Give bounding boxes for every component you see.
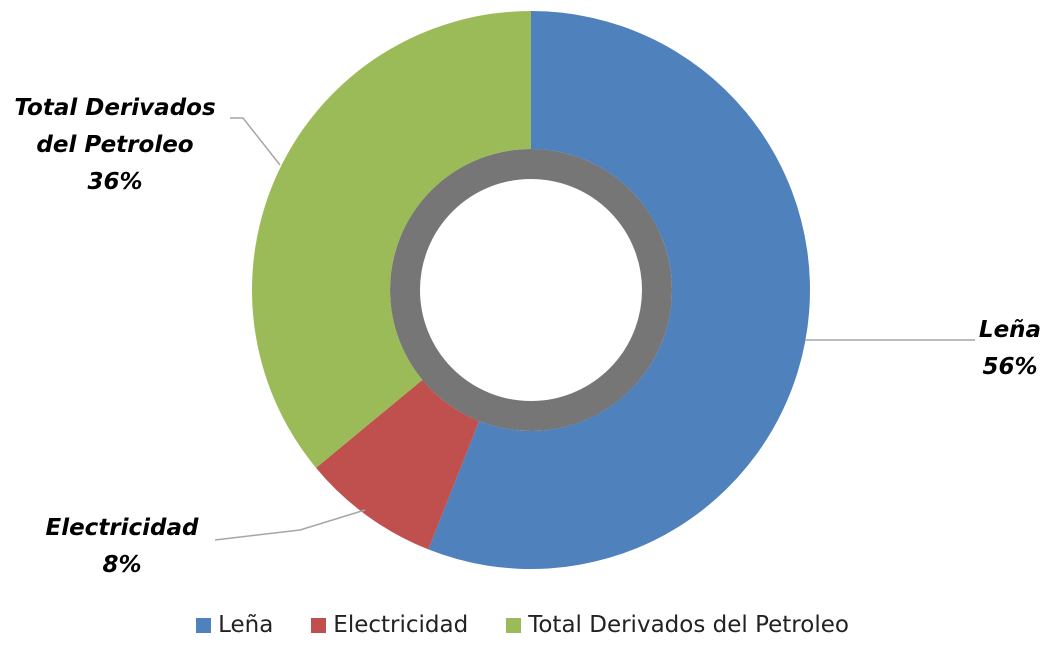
inner-ring (390, 149, 672, 431)
data-label-value: 56% (982, 354, 1038, 380)
donut-segment (428, 11, 810, 569)
data-label: Total Derivados del Petroleo 36% (8, 90, 223, 201)
legend-swatch (311, 617, 327, 633)
leader-line (214, 509, 366, 541)
chart (214, 11, 975, 569)
legend-label: Leña (218, 612, 274, 638)
donut-segment (252, 11, 531, 468)
legend-item: Electricidad (311, 612, 468, 638)
data-label: Electricidad 8% (22, 510, 222, 584)
legend-swatch (506, 617, 522, 633)
legend-label: Total Derivados del Petroleo (528, 612, 849, 638)
legend: Leña Electricidad Total Derivados del Petr… (0, 612, 1045, 638)
data-label-category: Electricidad (45, 515, 199, 541)
data-label-value: 36% (87, 169, 143, 195)
donut-segment (316, 379, 480, 550)
data-label-category: Total Derivados del Petroleo (14, 95, 216, 158)
legend-item: Total Derivados del Petroleo (506, 612, 849, 638)
legend-label: Electricidad (333, 612, 469, 638)
legend-item: Leña (196, 612, 273, 638)
data-label: Leña 56% (950, 312, 1045, 386)
leader-line (230, 117, 281, 166)
data-label-value: 8% (102, 552, 142, 578)
data-label-category: Leña (978, 317, 1042, 343)
legend-swatch (196, 617, 212, 633)
